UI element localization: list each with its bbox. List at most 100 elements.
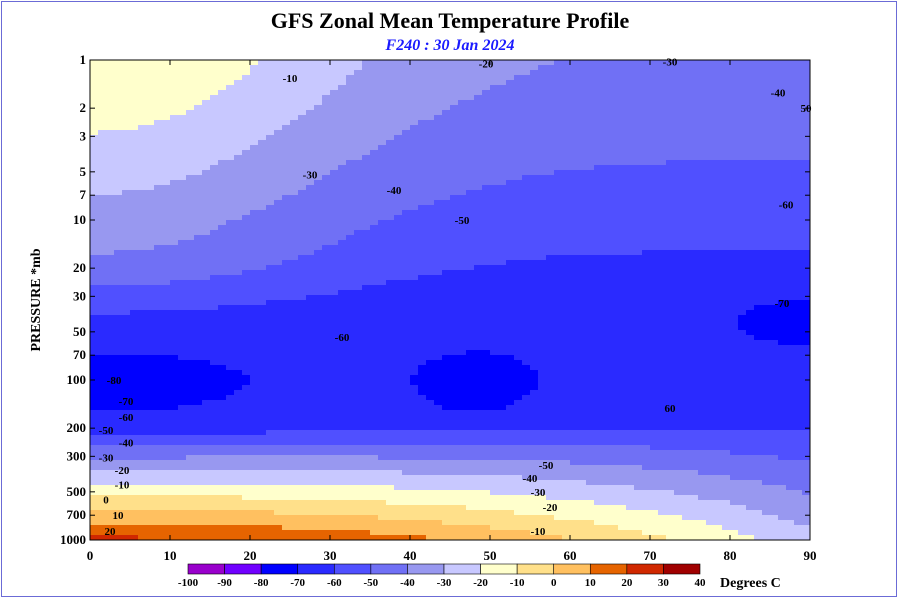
field-cell [394,295,403,301]
field-cell [578,160,587,166]
field-cell [802,245,810,251]
field-cell [362,210,371,216]
field-cell [562,110,571,116]
field-cell [570,250,579,256]
field-cell [162,335,171,341]
field-cell [394,320,403,326]
field-cell [426,305,435,311]
field-cell [242,190,251,196]
field-cell [674,110,683,116]
field-cell [338,180,347,186]
field-cell [170,130,179,136]
field-cell [162,285,171,291]
field-cell [346,130,355,136]
field-cell [674,295,683,301]
field-cell [314,120,323,126]
field-cell [466,295,475,301]
field-cell [474,255,483,261]
field-cell [338,95,347,101]
field-cell [410,105,419,111]
field-cell [770,150,779,156]
field-cell [778,150,787,156]
field-cell [546,240,555,246]
field-cell [178,210,187,216]
field-cell [762,315,771,321]
field-cell [362,95,371,101]
field-cell [674,65,683,71]
field-cell [122,195,131,201]
field-cell [786,220,795,226]
field-cell [394,190,403,196]
field-cell [618,330,627,336]
field-cell [138,80,147,86]
field-cell [370,280,379,286]
field-cell [602,190,611,196]
field-cell [746,225,755,231]
field-cell [746,130,755,136]
field-cell [458,145,467,151]
field-cell [506,230,515,236]
field-cell [770,100,779,106]
field-cell [506,305,515,311]
field-cell [514,150,523,156]
field-cell [218,210,227,216]
field-cell [538,225,547,231]
field-cell [626,105,635,111]
field-cell [282,295,291,301]
field-cell [714,300,723,306]
field-cell [586,230,595,236]
field-cell [594,165,603,171]
field-cell [634,80,643,86]
field-cell [218,280,227,286]
field-cell [706,245,715,251]
field-cell [114,280,123,286]
field-cell [562,130,571,136]
field-cell [506,190,515,196]
field-cell [250,175,259,181]
field-cell [754,60,763,66]
field-cell [298,285,307,291]
field-cell [578,125,587,131]
field-cell [450,220,459,226]
field-cell [770,180,779,186]
field-cell [378,220,387,226]
field-cell [634,75,643,81]
field-cell [282,240,291,246]
field-cell [322,320,331,326]
field-cell [266,330,275,336]
field-cell [418,325,427,331]
field-cell [370,125,379,131]
field-cell [794,245,803,251]
field-cell [474,220,483,226]
field-cell [466,265,475,271]
field-cell [682,115,691,121]
field-cell [626,210,635,216]
field-cell [738,190,747,196]
field-cell [746,315,755,321]
field-cell [194,285,203,291]
field-cell [194,295,203,301]
field-cell [282,160,291,166]
field-cell [482,200,491,206]
field-cell [354,160,363,166]
field-cell [202,225,211,231]
field-cell [162,165,171,171]
field-cell [210,90,219,96]
field-cell [674,275,683,281]
field-cell [594,260,603,266]
field-cell [746,295,755,301]
field-cell [314,270,323,276]
field-cell [562,160,571,166]
field-cell [474,205,483,211]
field-cell [218,270,227,276]
field-cell [666,240,675,246]
field-cell [178,285,187,291]
field-cell [114,285,123,291]
field-cell [690,115,699,121]
field-cell [514,90,523,96]
field-cell [514,140,523,146]
field-cell [522,150,531,156]
field-cell [242,135,251,141]
field-cell [330,110,339,116]
